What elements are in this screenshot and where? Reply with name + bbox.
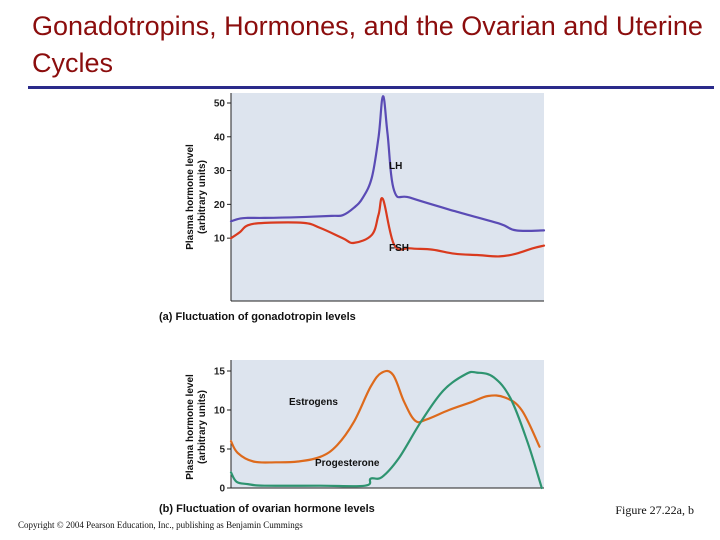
series-label-estrogens: Estrogens — [289, 397, 338, 408]
y-tick-label: 20 — [214, 200, 226, 211]
caption-a: (a) Fluctuation of gonadotropin levels — [159, 311, 356, 323]
series-label-fsh: FSH — [389, 243, 409, 254]
y-tick-label: 30 — [214, 166, 226, 177]
y-tick-label: 0 — [219, 484, 225, 495]
y-tick-label: 10 — [214, 406, 226, 417]
series-label-lh: LH — [389, 161, 402, 172]
y-tick-label: 10 — [214, 234, 226, 245]
y-tick-label: 40 — [214, 132, 226, 143]
y-axis-label-b: Plasma hormone level — [185, 374, 196, 480]
series-label-progesterone: Progesterone — [315, 458, 380, 469]
slide-title: Gonadotropins, Hormones, and the Ovarian… — [32, 11, 703, 78]
chart-ovarian: 0 5 10 15 Plasma hormone level (arbitrary u… — [159, 360, 544, 515]
y-axis-unit-label-b: (arbitrary units) — [197, 390, 208, 464]
figure-reference: Figure 27.22a, b — [615, 503, 694, 517]
series-line-progesterone — [229, 370, 543, 490]
y-tick-label: 50 — [214, 99, 226, 110]
y-tick-label: 5 — [219, 445, 225, 456]
plot-area-b — [231, 360, 544, 488]
copyright-notice: Copyright © 2004 Pearson Education, Inc.… — [18, 520, 303, 530]
y-axis-label-a: Plasma hormone level — [185, 144, 196, 250]
series-line-fsh — [229, 197, 546, 258]
series-line-lh — [229, 95, 546, 233]
y-tick-label: 15 — [214, 367, 226, 378]
caption-b: (b) Fluctuation of ovarian hormone level… — [159, 503, 375, 515]
title-divider — [28, 86, 714, 89]
chart-gonadotropin: 10 20 30 40 50 Plasma hormone level (arbitra… — [159, 93, 546, 323]
series-line-estrogens — [229, 369, 541, 464]
y-axis-unit-label-a: (arbitrary units) — [197, 160, 208, 234]
